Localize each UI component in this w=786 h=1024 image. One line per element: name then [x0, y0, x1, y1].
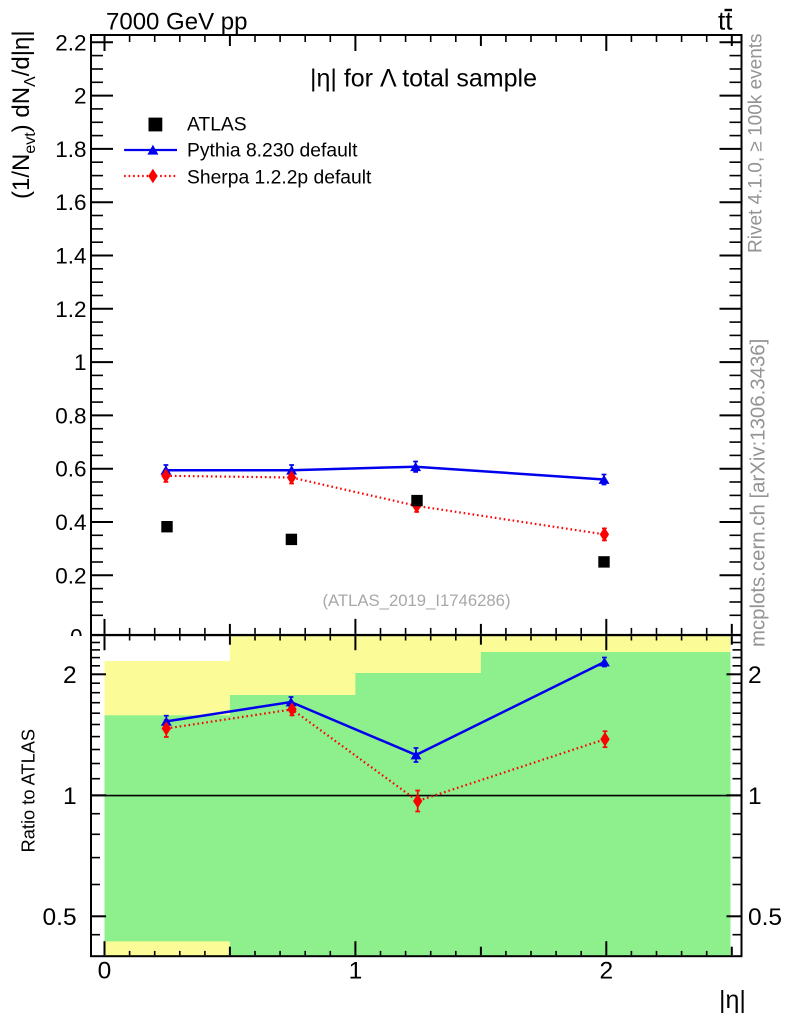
- svg-text:|η| for Λ total sample: |η| for Λ total sample: [310, 65, 537, 93]
- svg-text:1.4: 1.4: [55, 244, 86, 269]
- svg-text:2: 2: [74, 84, 87, 109]
- svg-text:0.8: 0.8: [55, 403, 86, 428]
- svg-text:7000 GeV pp: 7000 GeV pp: [106, 9, 247, 36]
- svg-text:0.5: 0.5: [43, 904, 77, 931]
- svg-text:0.5: 0.5: [748, 904, 782, 931]
- svg-text:0.2: 0.2: [55, 563, 86, 588]
- svg-text:2: 2: [63, 662, 77, 689]
- svg-text:Pythia 8.230 default: Pythia 8.230 default: [187, 141, 358, 162]
- svg-text:tt: tt: [718, 6, 733, 36]
- svg-text:0.6: 0.6: [55, 457, 86, 482]
- svg-text:Sherpa 1.2.2p default: Sherpa 1.2.2p default: [187, 168, 372, 189]
- svg-text:ATLAS: ATLAS: [187, 115, 247, 136]
- svg-text:1.8: 1.8: [55, 137, 86, 162]
- svg-text:2.2: 2.2: [55, 30, 86, 55]
- svg-text:0: 0: [70, 624, 82, 649]
- svg-text:(ATLAS_2019_I1746286): (ATLAS_2019_I1746286): [322, 591, 510, 610]
- svg-text:1.2: 1.2: [55, 297, 86, 322]
- svg-text:0.4: 0.4: [55, 510, 86, 535]
- svg-text:0: 0: [98, 957, 112, 984]
- svg-text:mcplots.cern.ch [arXiv:1306.34: mcplots.cern.ch [arXiv:1306.3436]: [748, 339, 770, 647]
- svg-text:2: 2: [599, 957, 613, 984]
- svg-text:Ratio to ATLAS: Ratio to ATLAS: [18, 729, 39, 853]
- svg-text:2: 2: [748, 662, 762, 689]
- svg-text:(1/Nevt) dNΛ/d|η|: (1/Nevt) dNΛ/d|η|: [8, 30, 39, 199]
- svg-text:Rivet 4.1.0, ≥ 100k events: Rivet 4.1.0, ≥ 100k events: [746, 33, 767, 253]
- svg-text:1: 1: [74, 350, 87, 375]
- svg-text:1: 1: [748, 783, 762, 810]
- svg-text:1: 1: [349, 957, 363, 984]
- svg-text:1: 1: [63, 783, 77, 810]
- svg-text:|η|: |η|: [719, 986, 746, 1014]
- svg-text:1.6: 1.6: [55, 190, 86, 215]
